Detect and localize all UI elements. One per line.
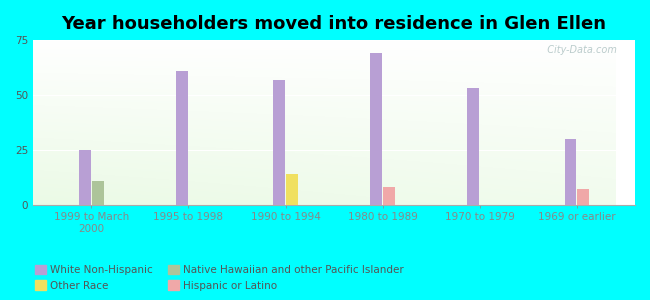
Bar	[92, 181, 103, 205]
Bar	[176, 71, 188, 205]
Bar	[286, 174, 298, 205]
Text: City-Data.com: City-Data.com	[541, 45, 617, 55]
Bar	[79, 150, 91, 205]
Bar	[273, 80, 285, 205]
Bar	[384, 187, 395, 205]
Title: Year householders moved into residence in Glen Ellen: Year householders moved into residence i…	[62, 15, 606, 33]
Bar	[564, 139, 576, 205]
Bar	[467, 88, 479, 205]
Bar	[370, 53, 382, 205]
Legend: White Non-Hispanic, Other Race, Native Hawaiian and other Pacific Islander, Hisp: White Non-Hispanic, Other Race, Native H…	[31, 261, 408, 295]
Bar	[577, 189, 589, 205]
